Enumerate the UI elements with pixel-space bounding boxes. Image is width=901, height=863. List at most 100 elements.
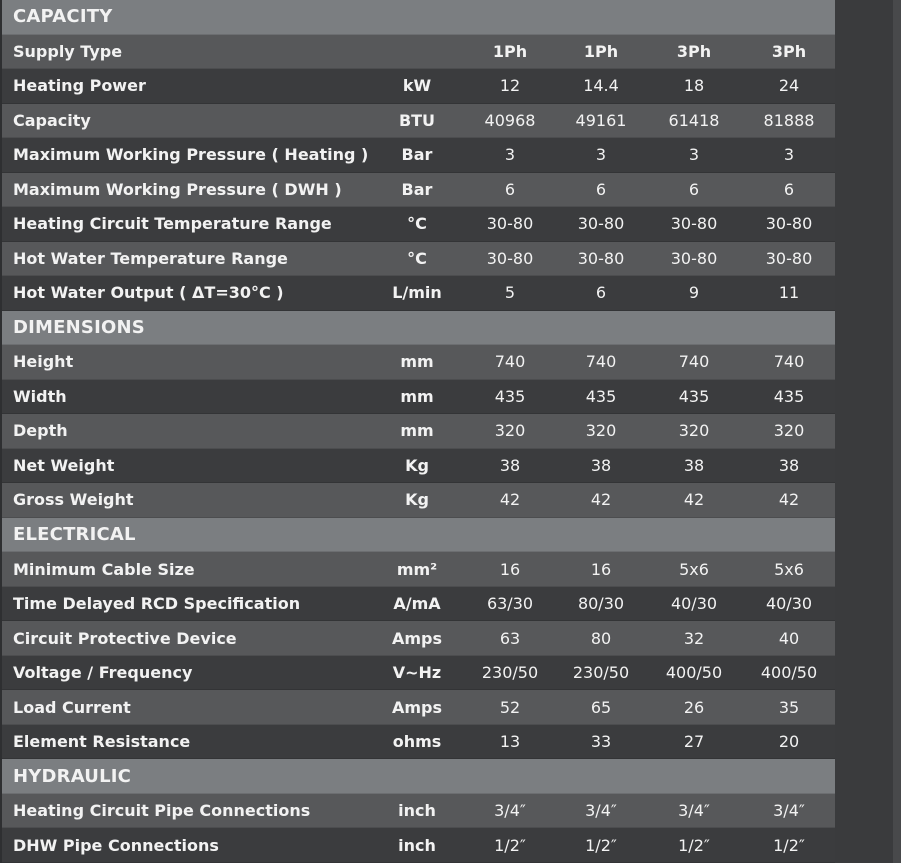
cell-value: 52 <box>499 697 521 717</box>
cell-value: 13 <box>499 732 521 752</box>
cell-value: 3Ph <box>676 41 712 61</box>
table-row: Net Weight Kg 38 38 38 38 <box>2 448 835 484</box>
cell-value: 1Ph <box>583 41 619 61</box>
row-label: Maximum Working Pressure ( Heating ) <box>13 145 369 165</box>
cell-value: 1/2″ <box>494 835 526 855</box>
cell-value: 30-80 <box>577 248 625 268</box>
row-label: DHW Pipe Connections <box>13 835 219 855</box>
cell-value: 435 <box>773 386 805 406</box>
row-unit: BTU <box>398 110 436 130</box>
cell-value: 740 <box>678 352 710 372</box>
cell-value: 12 <box>499 76 521 96</box>
row-unit: Amps <box>391 697 443 717</box>
cell-value: 435 <box>678 386 710 406</box>
cell-value: 11 <box>778 283 800 303</box>
cell-value: 3Ph <box>771 41 807 61</box>
cell-value: 16 <box>590 559 612 579</box>
row-unit: °C <box>407 214 427 234</box>
table-row: Heating Circuit Pipe Connections inch 3/4″… <box>2 793 835 829</box>
table-row: DHW Pipe Connections inch 1/2″ 1/2″ 1/2″ 1/2″ <box>2 828 835 863</box>
cell-value: 320 <box>585 421 617 441</box>
cell-value: 320 <box>678 421 710 441</box>
cell-value: 400/50 <box>760 663 818 683</box>
cell-value: 38 <box>590 455 612 475</box>
row-label: Net Weight <box>13 455 115 475</box>
section-header: ELECTRICAL <box>2 517 835 553</box>
supply-type-row: Supply Type 1Ph 1Ph 3Ph 3Ph <box>2 34 835 70</box>
cell-value: 80 <box>590 628 612 648</box>
row-unit: °C <box>407 248 427 268</box>
row-unit: Bar <box>401 145 433 165</box>
cell-value: 27 <box>683 732 705 752</box>
cell-value: 3/4″ <box>773 801 805 821</box>
cell-value: 1/2″ <box>585 835 617 855</box>
row-label: Height <box>13 352 74 372</box>
cell-value: 26 <box>683 697 705 717</box>
table-row: Height mm 740 740 740 740 <box>2 345 835 380</box>
cell-value: 20 <box>778 732 800 752</box>
cell-value: 30-80 <box>765 248 813 268</box>
row-unit: mm² <box>396 559 438 579</box>
cell-value: 14.4 <box>583 76 619 96</box>
row-label: Heating Circuit Pipe Connections <box>13 801 311 821</box>
cell-value: 230/50 <box>572 663 630 683</box>
cell-value: 80/30 <box>577 594 625 614</box>
row-unit: ohms <box>392 732 442 752</box>
cell-value: 3 <box>595 145 607 165</box>
cell-value: 30-80 <box>670 248 718 268</box>
row-unit: V~Hz <box>392 663 442 683</box>
row-unit: Bar <box>401 179 433 199</box>
table-row: Gross Weight Kg 42 42 42 42 <box>2 483 835 518</box>
row-label: Hot Water Temperature Range <box>13 248 288 268</box>
table-row: Heating Circuit Temperature Range °C 30-80… <box>2 207 835 242</box>
row-label: Voltage / Frequency <box>13 663 193 683</box>
table-row: Circuit Protective Device Amps 63 80 32 40 <box>2 621 835 656</box>
cell-value: 9 <box>688 283 700 303</box>
cell-value: 400/50 <box>665 663 723 683</box>
cell-value: 49161 <box>575 110 627 130</box>
row-label: Depth <box>13 421 68 441</box>
row-label: Minimum Cable Size <box>13 559 195 579</box>
cell-value: 33 <box>590 732 612 752</box>
table-row: Voltage / Frequency V~Hz 230/50 230/50 400/5… <box>2 655 835 691</box>
cell-value: 740 <box>494 352 526 372</box>
cell-value: 3/4″ <box>678 801 710 821</box>
row-unit: mm <box>400 352 434 372</box>
section-title: HYDRAULIC <box>13 765 132 787</box>
row-label: Element Resistance <box>13 732 191 752</box>
cell-value: 6 <box>595 179 607 199</box>
cell-value: 63/30 <box>486 594 534 614</box>
row-unit: inch <box>398 835 436 855</box>
cell-value: 740 <box>585 352 617 372</box>
cell-value: 320 <box>773 421 805 441</box>
cell-value: 3 <box>783 145 795 165</box>
cell-value: 3 <box>688 145 700 165</box>
row-label: Load Current <box>13 697 131 717</box>
cell-value: 30-80 <box>670 214 718 234</box>
cell-value: 30-80 <box>486 248 534 268</box>
row-unit: Amps <box>391 628 443 648</box>
cell-value: 63 <box>499 628 521 648</box>
cell-value: 6 <box>504 179 516 199</box>
cell-value: 30-80 <box>486 214 534 234</box>
row-label: Maximum Working Pressure ( DWH ) <box>13 179 342 199</box>
cell-value: 3/4″ <box>494 801 526 821</box>
cell-value: 61418 <box>668 110 720 130</box>
cell-value: 81888 <box>763 110 815 130</box>
cell-value: 40/30 <box>765 594 813 614</box>
cell-value: 40 <box>778 628 800 648</box>
cell-value: 32 <box>683 628 705 648</box>
cell-value: 3/4″ <box>585 801 617 821</box>
cell-value: 40/30 <box>670 594 718 614</box>
cell-value: 42 <box>778 490 800 510</box>
table-row: Hot Water Output ( ΔT=30°C ) L/min 5 6 9 11 <box>2 276 835 311</box>
table-row: Maximum Working Pressure ( DWH ) Bar 6 6 6 6 <box>2 172 835 208</box>
row-unit: Kg <box>405 455 429 475</box>
row-label: Hot Water Output ( ΔT=30°C ) <box>13 283 284 303</box>
row-unit: A/mA <box>393 594 441 614</box>
row-label: Heating Power <box>13 76 146 96</box>
cell-value: 42 <box>590 490 612 510</box>
cell-value: 38 <box>778 455 800 475</box>
row-label: Gross Weight <box>13 490 134 510</box>
section-header: DIMENSIONS <box>2 310 835 346</box>
